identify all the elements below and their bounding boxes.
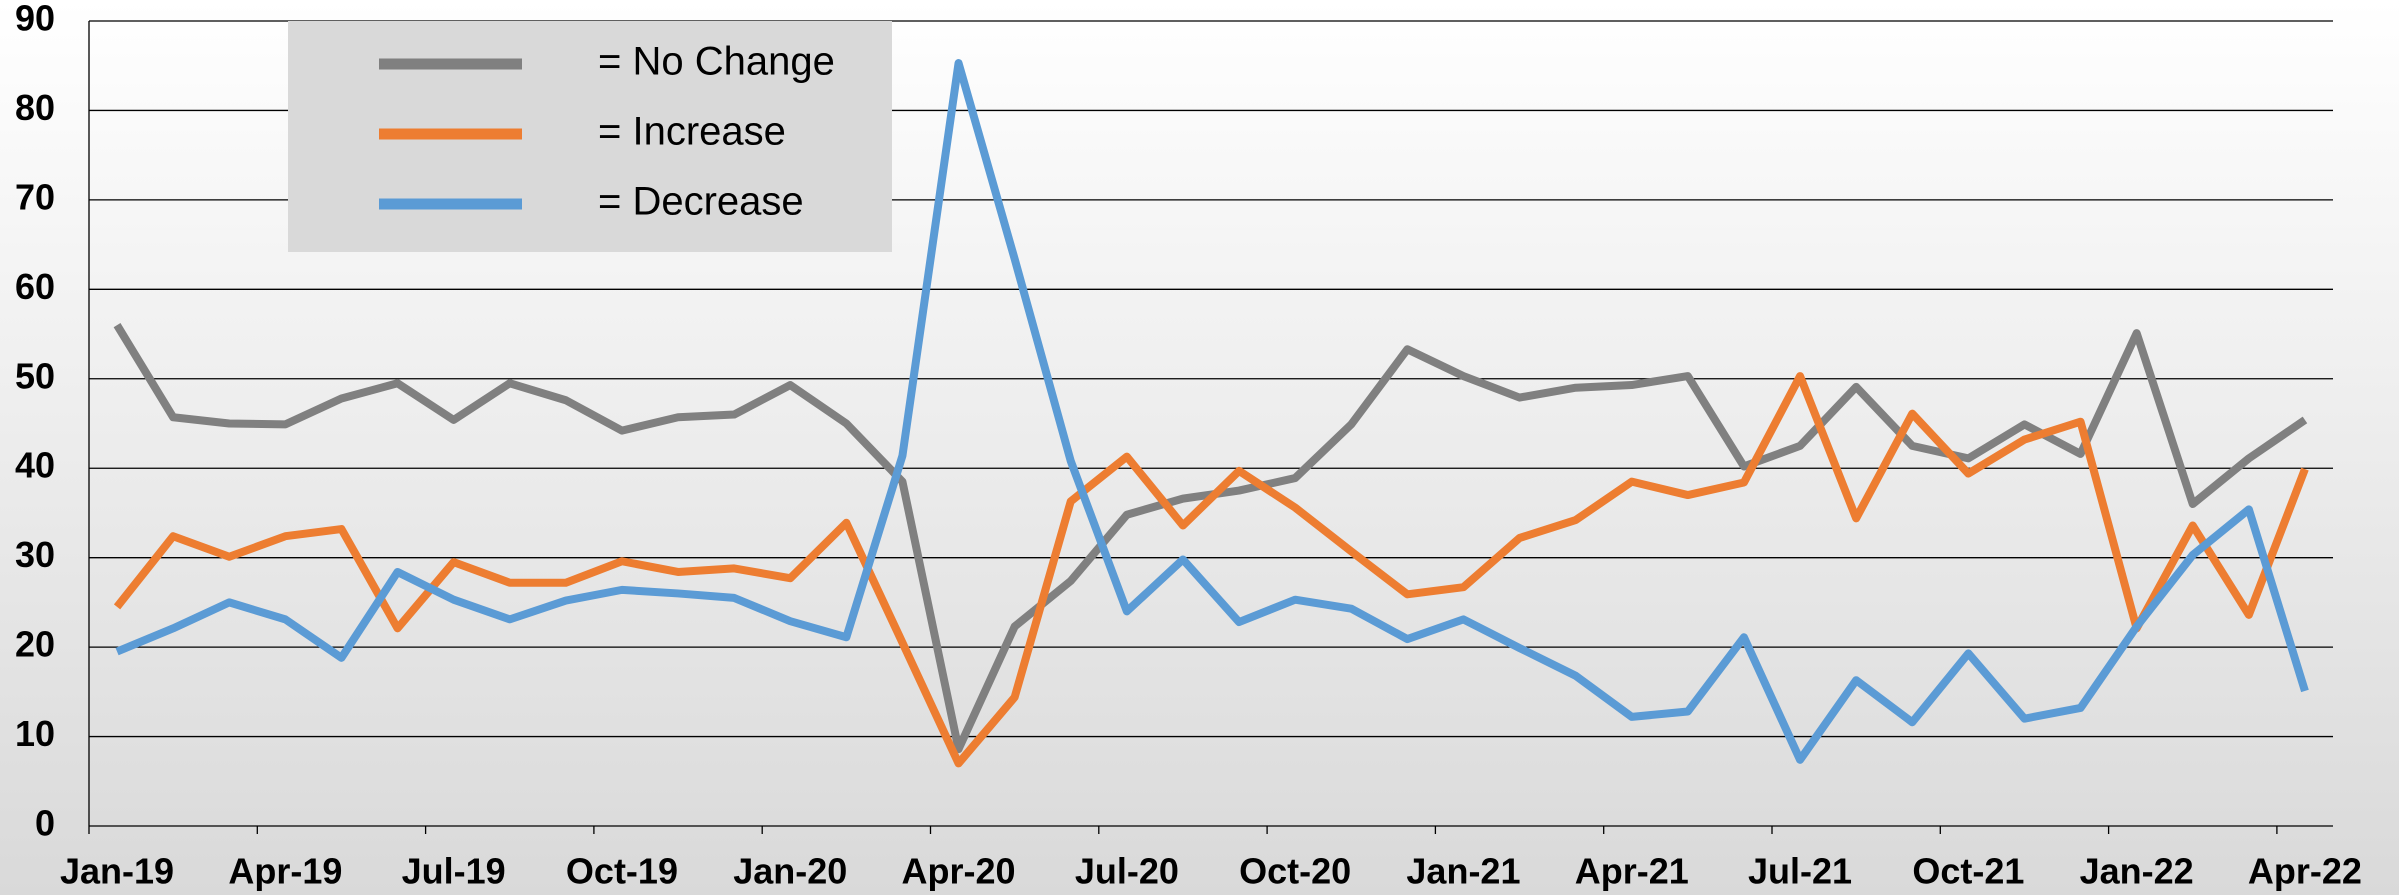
y-tick-label: 0 [35, 803, 55, 844]
x-tick-label: Jul-21 [1748, 851, 1852, 892]
y-tick-label: 90 [15, 0, 55, 39]
x-tick-label: Apr-21 [1575, 851, 1689, 892]
x-tick-label: Jan-20 [733, 851, 847, 892]
x-tick-label: Jan-21 [1406, 851, 1520, 892]
x-tick-label: Jul-19 [402, 851, 506, 892]
x-tick-label: Apr-22 [2248, 851, 2362, 892]
x-tick-label: Apr-19 [228, 851, 342, 892]
x-tick-label: Jan-22 [2080, 851, 2194, 892]
x-tick-label: Apr-20 [902, 851, 1016, 892]
y-tick-label: 20 [15, 624, 55, 665]
y-tick-label: 30 [15, 534, 55, 575]
y-tick-label: 10 [15, 713, 55, 754]
x-tick-label: Jan-19 [60, 851, 174, 892]
y-tick-label: 60 [15, 266, 55, 307]
y-tick-label: 70 [15, 176, 55, 217]
y-tick-label: 80 [15, 87, 55, 128]
legend-label: = Increase [598, 110, 786, 154]
legend-label: = No Change [598, 40, 835, 84]
x-tick-label: Oct-21 [1912, 851, 2024, 892]
series-line [113, 372, 2309, 768]
series-line [115, 59, 2309, 764]
y-tick-label: 40 [15, 445, 55, 486]
x-tick-label: Jul-20 [1075, 851, 1179, 892]
series-line [113, 323, 2308, 754]
y-tick-label: 50 [15, 355, 55, 396]
legend-label: = Decrease [598, 180, 804, 224]
x-tick-label: Oct-19 [566, 851, 678, 892]
x-tick-label: Oct-20 [1239, 851, 1351, 892]
